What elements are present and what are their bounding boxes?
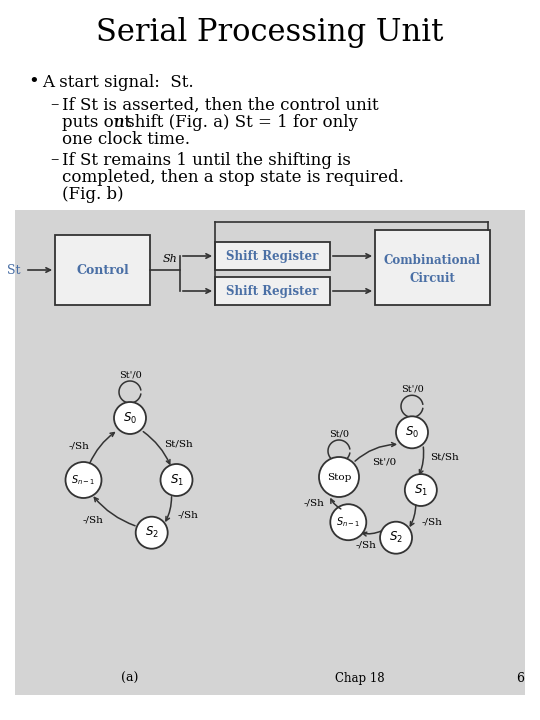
Text: Shift Register: Shift Register <box>226 250 319 263</box>
Circle shape <box>405 474 437 506</box>
Text: •: • <box>28 73 39 91</box>
Text: Sh: Sh <box>163 254 177 264</box>
Text: Control: Control <box>76 264 129 276</box>
FancyBboxPatch shape <box>215 277 330 305</box>
Text: -/Sh: -/Sh <box>82 516 103 525</box>
Text: If St is asserted, then the control unit: If St is asserted, then the control unit <box>62 96 379 114</box>
Text: n: n <box>114 114 125 130</box>
Text: St/Sh: St/Sh <box>430 453 459 462</box>
Text: –: – <box>50 96 58 114</box>
Text: –: – <box>50 151 58 168</box>
Text: (Fig. b): (Fig. b) <box>62 186 124 202</box>
Text: $S_{n-1}$: $S_{n-1}$ <box>336 516 361 529</box>
Text: -/Sh: -/Sh <box>177 511 198 520</box>
Text: St: St <box>8 264 21 276</box>
Text: -/Sh: -/Sh <box>303 498 325 507</box>
Text: one clock time.: one clock time. <box>62 130 190 148</box>
Circle shape <box>396 416 428 449</box>
Text: Stop: Stop <box>327 472 351 482</box>
Text: Shift Register: Shift Register <box>226 284 319 297</box>
Circle shape <box>65 462 102 498</box>
Text: completed, then a stop state is required.: completed, then a stop state is required… <box>62 168 404 186</box>
Text: A start signal:  St.: A start signal: St. <box>42 73 194 91</box>
Text: shift (Fig. a) St = 1 for only: shift (Fig. a) St = 1 for only <box>121 114 358 130</box>
Text: Serial Processing Unit: Serial Processing Unit <box>96 17 444 48</box>
Circle shape <box>330 504 366 540</box>
Text: 6: 6 <box>516 672 524 685</box>
Text: St'/0: St'/0 <box>119 370 141 379</box>
Circle shape <box>160 464 192 496</box>
Circle shape <box>319 457 359 497</box>
FancyBboxPatch shape <box>55 235 150 305</box>
Text: Combinational: Combinational <box>384 253 481 266</box>
Text: $S_0$: $S_0$ <box>123 410 137 426</box>
Text: $S_2$: $S_2$ <box>389 530 403 545</box>
FancyBboxPatch shape <box>375 230 490 305</box>
Text: $S_{n-1}$: $S_{n-1}$ <box>71 473 96 487</box>
Circle shape <box>380 522 412 554</box>
Text: St/0: St/0 <box>329 429 349 438</box>
Text: $S_0$: $S_0$ <box>405 425 419 440</box>
Text: -/Sh: -/Sh <box>356 541 376 549</box>
Text: -/Sh: -/Sh <box>69 441 90 451</box>
Text: $S_2$: $S_2$ <box>145 525 159 540</box>
Text: Chap 18: Chap 18 <box>335 672 385 685</box>
Text: St/Sh: St/Sh <box>164 439 193 449</box>
Text: Circuit: Circuit <box>409 272 455 285</box>
Text: St'/0: St'/0 <box>401 384 423 393</box>
Circle shape <box>114 402 146 434</box>
Circle shape <box>136 517 168 549</box>
Text: puts out: puts out <box>62 114 136 130</box>
Text: -/Sh: -/Sh <box>422 518 442 526</box>
Text: If St remains 1 until the shifting is: If St remains 1 until the shifting is <box>62 151 351 168</box>
Text: (a): (a) <box>122 672 139 685</box>
Text: St'/0: St'/0 <box>373 457 396 466</box>
FancyBboxPatch shape <box>215 242 330 270</box>
Text: $S_1$: $S_1$ <box>170 472 184 487</box>
Text: $S_1$: $S_1$ <box>414 482 428 498</box>
FancyBboxPatch shape <box>15 210 525 695</box>
